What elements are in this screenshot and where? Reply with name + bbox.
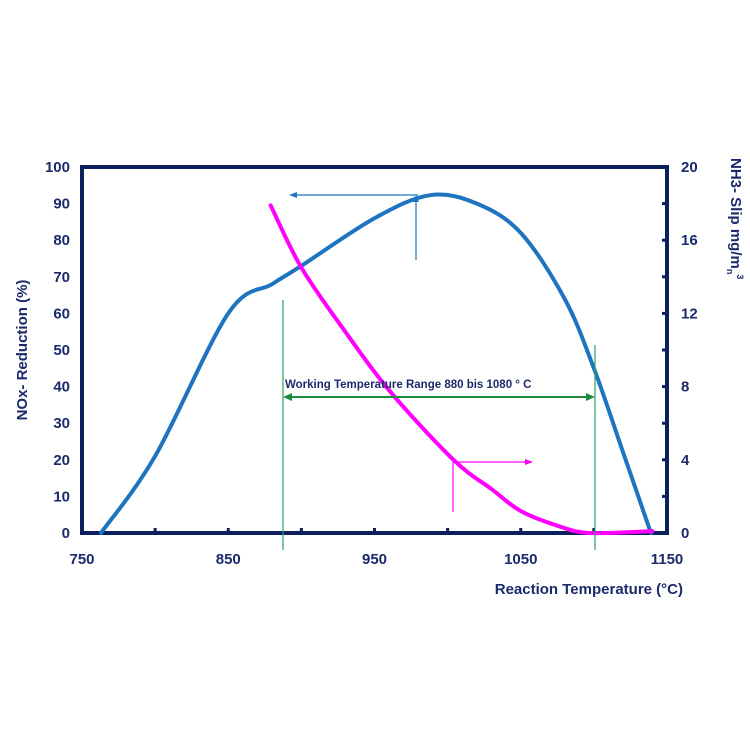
y-tick-label: 80	[53, 232, 70, 249]
y-tick-label: 100	[45, 159, 70, 176]
arrow-left-icon	[289, 192, 297, 198]
arrow-right-icon	[525, 459, 533, 465]
y-tick-label: 40	[53, 379, 70, 396]
x-tick-label: 950	[362, 551, 387, 568]
plot-frame	[80, 165, 669, 535]
x-tick-label: 1150	[651, 551, 684, 568]
x-tick-label: 1050	[504, 551, 537, 568]
arrow-up-icon	[413, 195, 419, 202]
series-line-nox-reduction	[99, 192, 653, 535]
y-tick-label: 20	[53, 452, 70, 469]
y-tick-label: 0	[62, 525, 70, 542]
arrow-head-right-icon	[586, 393, 595, 401]
y-axis-label: NOx- Reduction (%)	[14, 280, 31, 421]
series-line-nh3-slip	[268, 203, 655, 536]
x-axis-label: Reaction Temperature (°C)	[495, 581, 683, 598]
y2-tick-label: 0	[681, 525, 689, 542]
y2-tick-label: 8	[681, 379, 689, 396]
y-tick-label: 90	[53, 196, 70, 213]
y2-axis-label: NH3- Slip mg/mn3	[725, 158, 745, 279]
x-tick-label: 750	[69, 551, 94, 568]
arrow-head-left-icon	[283, 393, 292, 401]
x-tick-label: 850	[216, 551, 241, 568]
y2-tick-label: 16	[681, 232, 698, 249]
y-tick-label: 50	[53, 342, 70, 359]
y-tick-label: 70	[53, 269, 70, 286]
range-annotation: Working Temperature Range 880 bis 1080 °…	[285, 379, 531, 391]
y2-tick-label: 4	[681, 452, 690, 469]
y-tick-label: 30	[53, 415, 70, 432]
y2-tick-label: 12	[681, 305, 698, 322]
y-tick-label: 60	[53, 305, 70, 322]
y-tick-label: 10	[53, 488, 70, 505]
y2-tick-label: 20	[681, 159, 698, 176]
